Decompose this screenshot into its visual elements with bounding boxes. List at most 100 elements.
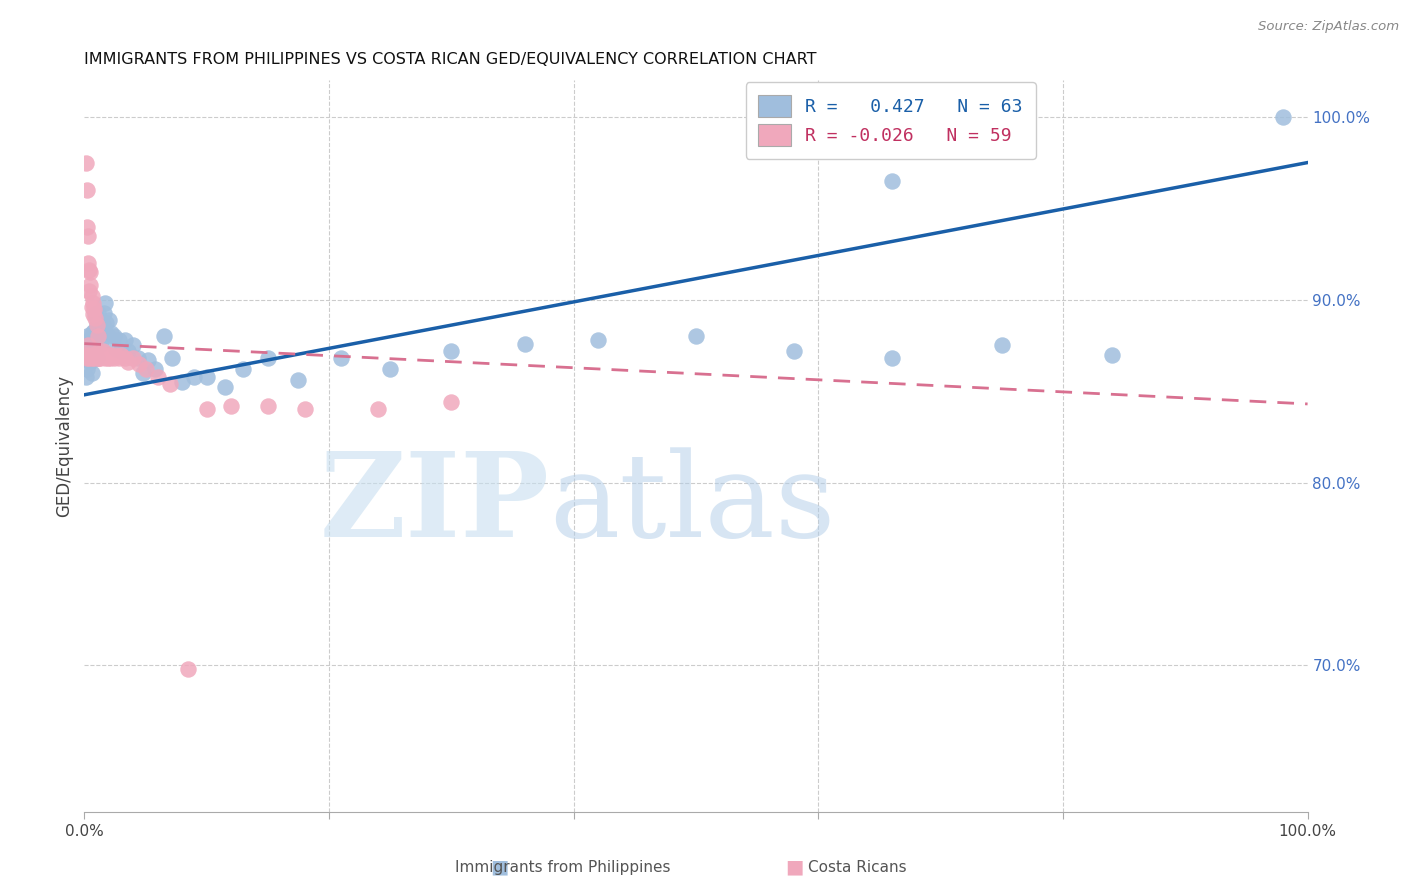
Point: [94, 296, 117, 310]
Text: atlas: atlas: [550, 447, 835, 562]
Point: [107, 333, 129, 347]
Point: [80, 300, 103, 314]
Point: [330, 351, 353, 366]
Point: [86, 317, 108, 331]
Text: IMMIGRANTS FROM PHILIPPINES VS COSTA RICAN GED/EQUIVALENCY CORRELATION CHART: IMMIGRANTS FROM PHILIPPINES VS COSTA RIC…: [84, 52, 817, 67]
Point: [110, 343, 132, 358]
Point: [132, 366, 155, 380]
Point: [880, 351, 903, 366]
Point: [83, 351, 105, 366]
Point: [122, 351, 145, 366]
Point: [77, 284, 100, 298]
Point: [513, 336, 536, 351]
Point: [77, 228, 100, 243]
Point: [90, 348, 112, 362]
Point: [214, 380, 236, 394]
Point: [294, 402, 316, 417]
Point: [135, 362, 157, 376]
Point: [114, 333, 136, 347]
Point: [86, 318, 108, 333]
Point: [367, 402, 389, 417]
Point: [90, 336, 112, 351]
Point: [77, 263, 100, 277]
Point: [87, 326, 110, 340]
Point: [77, 333, 100, 347]
Point: [1272, 110, 1295, 124]
Point: [77, 343, 100, 358]
Point: [76, 362, 98, 376]
Point: [232, 362, 254, 376]
Point: [93, 305, 115, 319]
Point: [586, 333, 609, 347]
Y-axis label: GED/Equivalency: GED/Equivalency: [55, 375, 73, 517]
Text: ■: ■: [489, 857, 509, 877]
Point: [159, 376, 181, 391]
Point: [82, 307, 104, 321]
Point: [440, 343, 463, 358]
Point: [91, 343, 114, 358]
Point: [80, 351, 103, 366]
Point: [82, 348, 104, 362]
Point: [991, 338, 1014, 352]
Point: [110, 348, 132, 362]
Point: [91, 318, 114, 333]
Point: [76, 351, 98, 366]
Point: [98, 351, 121, 366]
Point: [77, 348, 100, 362]
Point: [75, 348, 97, 362]
Point: [77, 338, 100, 352]
Point: [77, 351, 100, 366]
Point: [84, 311, 107, 326]
Point: [86, 351, 108, 366]
Point: [183, 369, 205, 384]
Point: [114, 351, 136, 366]
Point: [783, 343, 806, 358]
Point: [89, 351, 111, 366]
Point: [880, 174, 903, 188]
Text: Immigrants from Philippines: Immigrants from Philippines: [454, 860, 671, 874]
Point: [79, 278, 101, 293]
Point: [128, 357, 150, 371]
Point: [87, 305, 110, 319]
Point: [117, 355, 139, 369]
Point: [100, 348, 122, 362]
Point: [96, 348, 118, 362]
Point: [83, 324, 105, 338]
Point: [84, 307, 107, 321]
Point: [76, 219, 98, 234]
Text: ZIP: ZIP: [319, 447, 550, 562]
Point: [84, 333, 107, 347]
Point: [257, 399, 280, 413]
Point: [83, 342, 105, 356]
Point: [103, 329, 125, 343]
Point: [80, 289, 103, 303]
Point: [440, 395, 463, 409]
Point: [195, 402, 218, 417]
Point: [77, 256, 100, 270]
Point: [79, 336, 101, 351]
Point: [162, 351, 184, 366]
Point: [287, 373, 309, 387]
Point: [80, 366, 103, 380]
Point: [97, 348, 120, 362]
Point: [146, 369, 169, 384]
Point: [75, 155, 97, 169]
Point: [76, 183, 98, 197]
Point: [380, 362, 402, 376]
Point: [93, 348, 115, 362]
Point: [127, 351, 149, 366]
Point: [117, 343, 139, 358]
Point: [87, 329, 110, 343]
Point: [75, 351, 97, 366]
Point: [86, 348, 108, 362]
Point: [107, 351, 129, 366]
Point: [105, 348, 128, 362]
Point: [82, 296, 104, 310]
Point: [172, 375, 194, 389]
Text: Source: ZipAtlas.com: Source: ZipAtlas.com: [1258, 20, 1399, 33]
Point: [84, 348, 107, 362]
Point: [136, 353, 159, 368]
Point: [96, 317, 118, 331]
Point: [79, 348, 101, 362]
Point: [87, 351, 110, 366]
